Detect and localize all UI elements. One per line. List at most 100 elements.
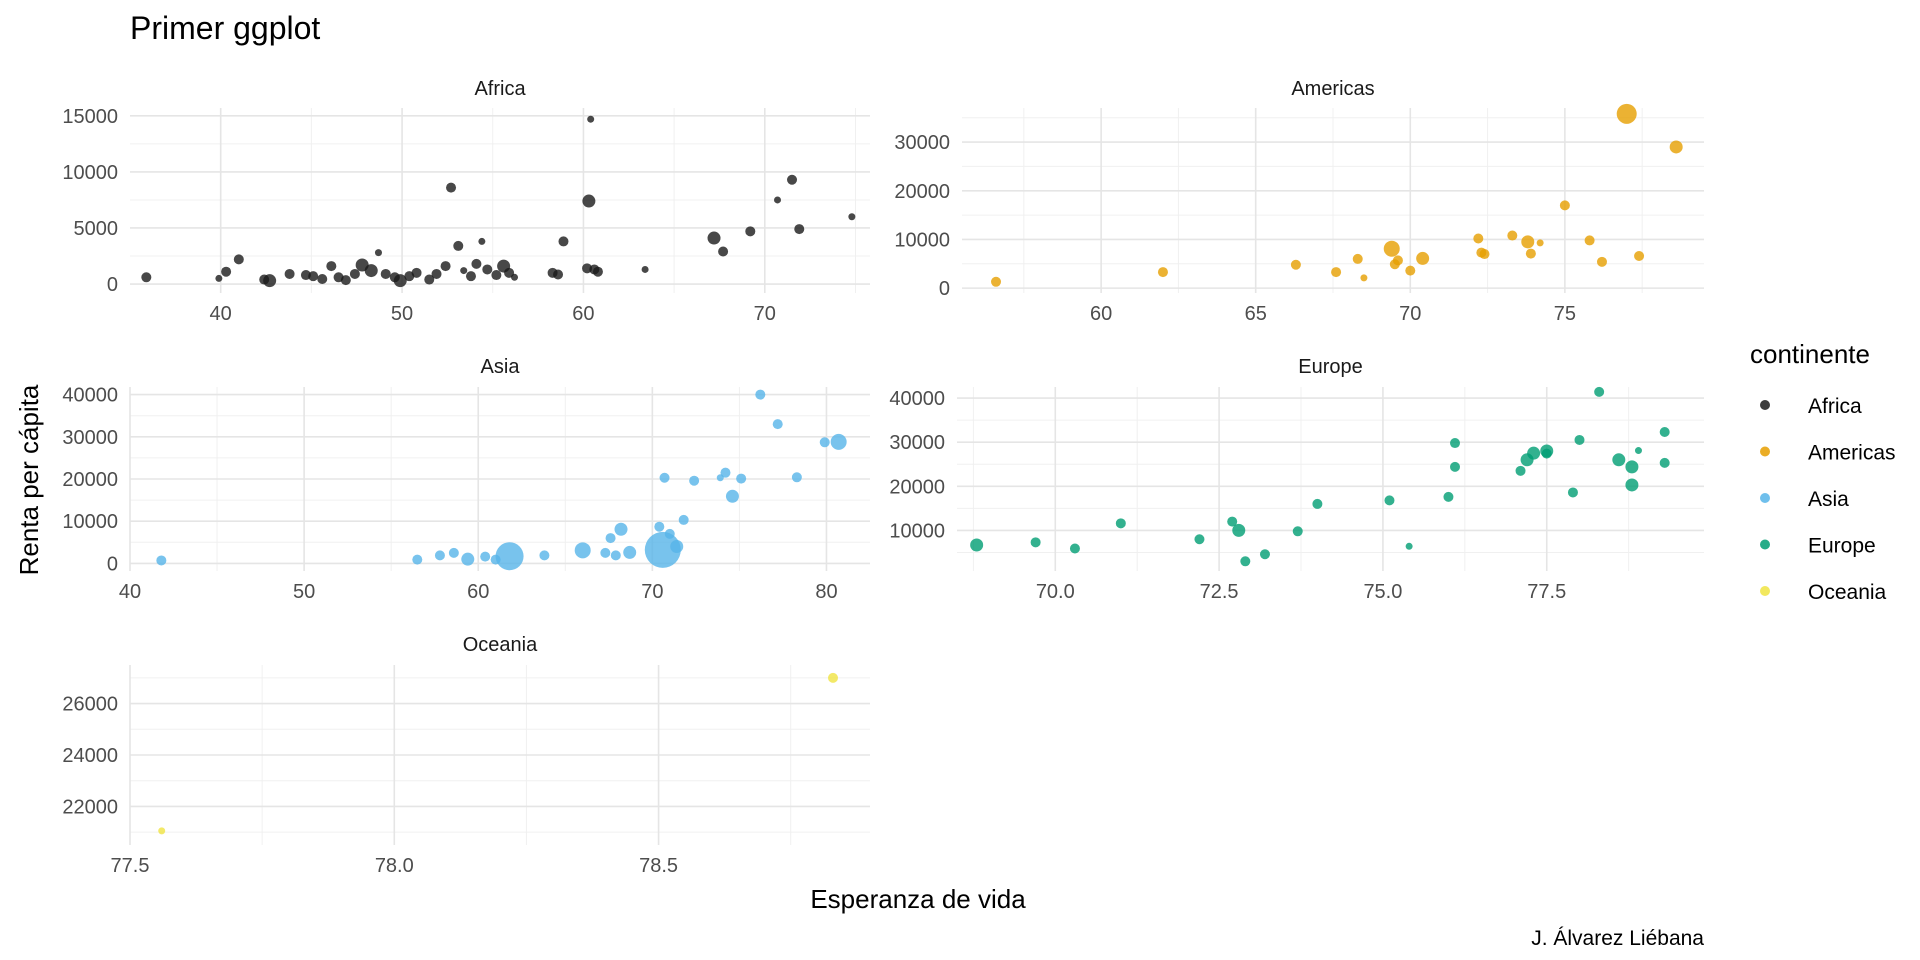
y-tick-label: 40000 xyxy=(62,385,118,407)
legend-key-americas xyxy=(1760,446,1770,457)
facet-label-oceania: Oceania xyxy=(463,634,538,656)
data-point-africa xyxy=(511,273,519,281)
facet-panel-oceania: 77.5 78.0 78.5 22000 24000 26000 Oceania xyxy=(62,634,870,877)
x-tick-label: 75.0 xyxy=(1363,581,1402,603)
x-tick-label: 70 xyxy=(641,581,663,603)
data-point-africa xyxy=(233,254,244,265)
data-point-asia xyxy=(644,531,681,568)
legend-key-africa xyxy=(1760,400,1770,410)
data-point-americas xyxy=(1331,267,1342,278)
data-point-asia xyxy=(495,542,524,571)
data-point-africa xyxy=(440,261,451,272)
data-point-asia xyxy=(539,550,550,561)
data-point-europe xyxy=(1634,447,1642,455)
data-point-africa xyxy=(718,246,729,257)
legend: Africa Americas Asia Europe Oceania xyxy=(1760,395,1896,604)
data-point-africa xyxy=(504,267,515,278)
data-point-europe xyxy=(1567,487,1578,498)
x-tick-label: 78.0 xyxy=(375,855,414,877)
data-point-africa xyxy=(641,265,649,273)
data-point-asia xyxy=(434,550,445,561)
x-tick-label: 60 xyxy=(467,581,489,603)
data-point-africa xyxy=(364,264,378,278)
data-point-europe xyxy=(1515,465,1526,476)
data-point-europe xyxy=(1574,434,1585,445)
legend-key-europe xyxy=(1760,539,1770,550)
data-point-africa xyxy=(380,268,391,279)
data-point-africa xyxy=(471,258,482,269)
x-tick-label: 72.5 xyxy=(1200,581,1239,603)
x-tick-label: 80 xyxy=(815,581,837,603)
data-point-asia xyxy=(654,521,665,532)
facet-panel-europe: 70.0 72.5 75.0 77.5 10000 20000 30000 40000 Euro… xyxy=(889,356,1704,603)
data-point-africa xyxy=(263,274,277,288)
data-point-africa xyxy=(393,274,407,288)
data-point-americas xyxy=(1616,103,1637,124)
facet-label-americas: Americas xyxy=(1291,78,1374,100)
data-point-europe xyxy=(1594,386,1605,397)
data-point-africa xyxy=(553,269,564,280)
legend-label-americas: Americas xyxy=(1808,442,1896,465)
y-tick-label: 20000 xyxy=(889,476,945,498)
y-tick-label: 15000 xyxy=(62,106,118,128)
data-point-africa xyxy=(582,194,596,208)
data-point-asia xyxy=(678,514,689,525)
data-point-europe xyxy=(1659,427,1670,438)
legend-key-oceania xyxy=(1760,586,1770,596)
data-point-americas xyxy=(1525,248,1536,259)
data-point-europe xyxy=(1450,461,1460,472)
x-tick-label: 50 xyxy=(293,581,315,603)
data-point-africa xyxy=(284,268,295,279)
y-tick-label: 30000 xyxy=(62,427,118,449)
facet-panels: 40 50 60 70 0 5000 10000 15000 Africa 60 65 70 75 0 10… xyxy=(62,78,1704,877)
chart-caption: J. Álvarez Liébana xyxy=(1531,927,1704,950)
data-point-americas xyxy=(1157,267,1168,278)
x-axis-title: Esperanza de vida xyxy=(810,884,1026,914)
y-axis-title: Renta per cápita xyxy=(14,384,44,575)
data-point-asia xyxy=(574,542,591,559)
x-tick-label: 40 xyxy=(119,581,141,603)
data-point-asia xyxy=(819,437,830,448)
data-point-americas xyxy=(1352,253,1363,264)
data-point-africa xyxy=(317,273,328,284)
y-tick-label: 40000 xyxy=(889,388,945,410)
data-point-asia xyxy=(725,489,739,503)
data-point-africa xyxy=(141,272,152,283)
data-point-europe xyxy=(1443,491,1454,502)
data-point-asia xyxy=(659,472,670,483)
y-tick-label: 24000 xyxy=(62,745,118,767)
y-tick-label: 0 xyxy=(939,278,950,300)
data-point-africa xyxy=(707,231,721,245)
y-tick-label: 10000 xyxy=(889,520,945,542)
data-point-africa xyxy=(340,275,351,286)
data-point-africa xyxy=(349,268,360,279)
data-point-asia xyxy=(600,547,611,558)
data-point-africa xyxy=(411,267,422,278)
data-point-asia xyxy=(461,552,475,566)
y-tick-label: 20000 xyxy=(894,181,950,203)
data-point-africa xyxy=(326,261,337,272)
data-point-europe xyxy=(1240,556,1251,567)
x-tick-label: 65 xyxy=(1245,303,1267,325)
data-point-africa xyxy=(478,237,486,245)
facet-panel-americas: 60 65 70 75 0 10000 20000 30000 Americas xyxy=(894,78,1704,325)
x-tick-label: 50 xyxy=(391,303,413,325)
x-tick-label: 70 xyxy=(1399,303,1421,325)
y-tick-label: 10000 xyxy=(62,162,118,184)
data-point-europe xyxy=(1625,460,1639,474)
data-point-oceania xyxy=(828,672,838,683)
data-point-asia xyxy=(623,545,637,559)
data-point-africa xyxy=(794,224,805,235)
data-point-africa xyxy=(431,268,442,279)
data-point-americas xyxy=(1479,249,1490,260)
data-point-africa xyxy=(745,226,756,237)
facet-label-asia: Asia xyxy=(481,356,521,378)
y-tick-label: 22000 xyxy=(62,796,118,818)
legend-label-asia: Asia xyxy=(1808,488,1849,511)
data-point-europe xyxy=(1450,438,1460,449)
data-point-asia xyxy=(755,389,766,400)
data-point-africa xyxy=(215,274,223,282)
data-point-europe xyxy=(1659,457,1670,468)
facet-label-africa: Africa xyxy=(474,78,526,100)
